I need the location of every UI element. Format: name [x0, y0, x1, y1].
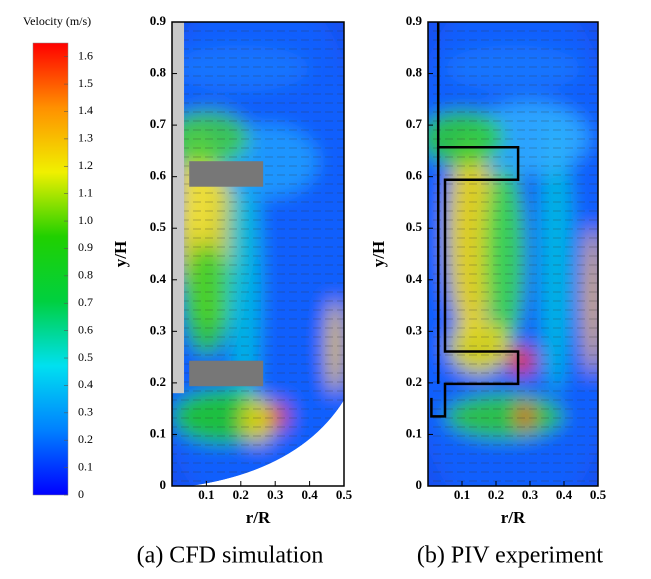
- x-tick-label: 0.5: [336, 487, 353, 502]
- y-tick-label: 0.2: [406, 374, 422, 389]
- y-tick-label: 0.2: [150, 374, 166, 389]
- y-tick-label: 0.8: [150, 65, 167, 80]
- x-tick-label: 0.2: [233, 487, 249, 502]
- colorbar-tick-label: 0.7: [78, 295, 93, 309]
- colorbar-tick-label: 0.5: [78, 350, 93, 364]
- contour-field: [172, 22, 344, 486]
- y-tick-label: 0.5: [406, 219, 423, 234]
- x-tick-label: 0.3: [267, 487, 284, 502]
- y-tick-label: 0.4: [150, 271, 167, 286]
- y-tick-label: 0.1: [150, 425, 166, 440]
- y-axis-label: y/H: [111, 241, 130, 267]
- x-axis-label: r/R: [501, 508, 526, 527]
- y-axis-label: y/H: [369, 241, 388, 267]
- colorbar-tick-label: 0.9: [78, 240, 93, 254]
- colorbar-tick-label: 0.4: [78, 377, 93, 391]
- x-tick-label: 0.4: [301, 487, 318, 502]
- x-tick-label: 0.1: [454, 487, 470, 502]
- y-tick-label: 0.6: [150, 168, 167, 183]
- impeller-blade: [189, 161, 264, 187]
- colorbar-tick-label: 1.0: [78, 213, 93, 227]
- vector-field: [172, 22, 344, 486]
- impeller-outline: [430, 22, 520, 418]
- y-tick-label: 0.6: [406, 168, 423, 183]
- y-tick-label: 0.8: [406, 65, 423, 80]
- y-tick-label: 0: [416, 477, 423, 492]
- y-tick-label: 0.9: [406, 13, 423, 28]
- y-tick-label: 0.5: [150, 219, 167, 234]
- y-tick-label: 0.3: [406, 322, 423, 337]
- x-tick-label: 0.2: [488, 487, 504, 502]
- x-tick-label: 0.3: [522, 487, 539, 502]
- shaft: [172, 22, 185, 394]
- y-tick-label: 0.9: [150, 13, 167, 28]
- x-tick-label: 0.4: [556, 487, 573, 502]
- colorbar-tick-label: 0.3: [78, 405, 93, 419]
- colorbar-title: Velocity (m/s): [23, 14, 91, 28]
- x-tick-label: 0.1: [198, 487, 214, 502]
- colorbar-tick-label: 0.8: [78, 268, 93, 282]
- colorbar-tick-label: 1.6: [78, 48, 93, 62]
- colorbar-tick-label: 0.2: [78, 432, 93, 446]
- y-tick-label: 0.4: [406, 271, 423, 286]
- y-tick-label: 0.7: [150, 116, 167, 131]
- y-tick-label: 0.7: [406, 116, 423, 131]
- contour-field: [428, 22, 598, 486]
- y-tick-label: 0.3: [150, 322, 167, 337]
- colorbar-tick-label: 1.2: [78, 158, 93, 172]
- colorbar-tick-label: 1.4: [78, 103, 93, 117]
- colorbar-tick-label: 0: [78, 487, 84, 501]
- x-tick-label: 0.5: [590, 487, 607, 502]
- colorbar-tick-label: 0.6: [78, 322, 93, 336]
- caption: (a) CFD simulation: [137, 543, 324, 569]
- colorbar-tick-label: 1.1: [78, 185, 93, 199]
- y-tick-label: 0: [160, 477, 167, 492]
- colorbar-tick-label: 1.5: [78, 76, 93, 90]
- x-axis-label: r/R: [246, 508, 271, 527]
- colorbar-tick-label: 1.3: [78, 131, 93, 145]
- colorbar-tick-label: 0.1: [78, 459, 93, 473]
- impeller-blade: [189, 360, 264, 387]
- caption: (b) PIV experiment: [417, 543, 604, 569]
- y-tick-label: 0.1: [406, 425, 422, 440]
- colorbar: [32, 42, 69, 496]
- vector-field: [428, 22, 598, 486]
